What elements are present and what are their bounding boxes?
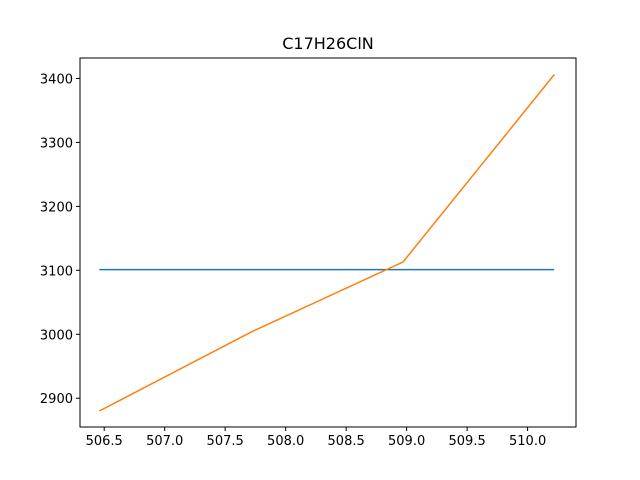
y-tick-label: 3400: [40, 72, 73, 87]
x-tick-label: 507.5: [207, 434, 244, 449]
x-tick-label: 508.5: [328, 434, 365, 449]
y-tick-label: 3000: [40, 328, 73, 343]
x-tick-label: 509.0: [388, 434, 425, 449]
x-axis: 506.5 507.0 507.5 508.0 508.5 509.0 509.5 510.0: [86, 427, 546, 449]
y-tick-label: 3200: [40, 200, 73, 215]
y-tick-label: 2900: [40, 392, 73, 407]
x-tick-label: 507.0: [146, 434, 183, 449]
series-layer: [99, 74, 555, 412]
chart-title: C17H26ClN: [282, 34, 374, 53]
x-tick-label: 508.0: [267, 434, 304, 449]
y-axis: 2900 3000 3100 3200 3300 3400: [40, 72, 80, 407]
y-tick-label: 3100: [40, 264, 73, 279]
plot-area: [79, 57, 577, 428]
series-2-line: [99, 74, 555, 412]
x-tick-label: 509.5: [449, 434, 486, 449]
x-tick-label: 506.5: [86, 434, 123, 449]
y-tick-label: 3300: [40, 136, 73, 151]
x-tick-label: 510.0: [509, 434, 546, 449]
